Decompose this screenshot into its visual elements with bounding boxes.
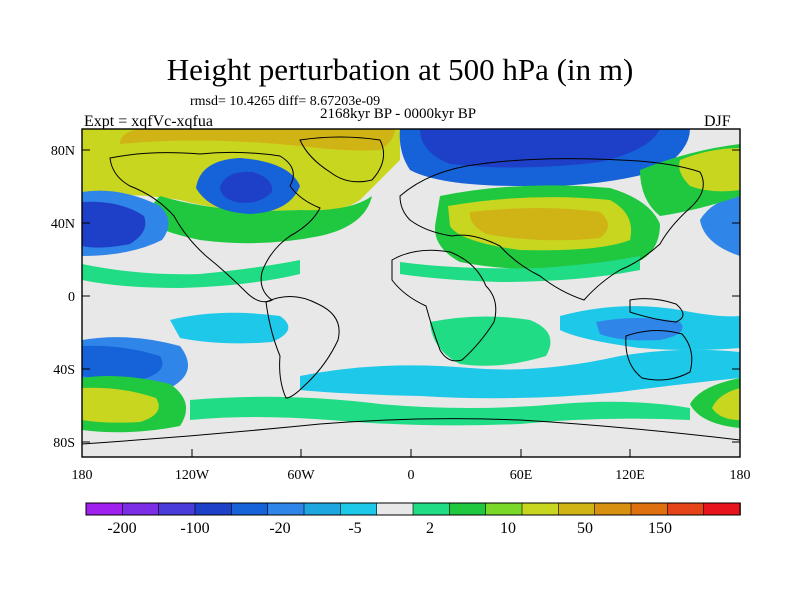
- south-america-coast: [265, 296, 340, 399]
- colorbar: [85, 502, 741, 516]
- colorbar-swatch-6: [303, 502, 342, 516]
- lon-label-60w: 60W: [287, 468, 315, 483]
- colorbar-swatch-17: [703, 502, 741, 516]
- colorbar-swatch-15: [630, 502, 669, 516]
- colorbar-swatch-2: [158, 502, 196, 516]
- contour-field: [82, 129, 740, 457]
- africa-coast: [391, 249, 497, 362]
- anomaly-south-pacific-cyan: [170, 312, 289, 344]
- colorbar-label-10: 10: [500, 520, 516, 537]
- colorbar-swatch-0: [85, 502, 124, 516]
- anomaly-south-atlantic-green: [430, 316, 551, 366]
- anomaly-south-edge-positive-east: [712, 388, 740, 420]
- colorbar-label-minus-200: -200: [107, 520, 136, 537]
- lat-label-80n: 80N: [51, 144, 75, 159]
- anomaly-indian-ocean-negative: [596, 318, 683, 341]
- anomaly-tropical-band-east: [400, 256, 640, 282]
- lon-label-120w: 120W: [175, 468, 210, 483]
- map-axes: 80N 40N 0 40S 80S 180 120W 60W 0 60E 120…: [51, 144, 751, 483]
- colorbar-swatch-16: [667, 502, 705, 516]
- anomaly-arctic-positive: [120, 129, 395, 151]
- colorbar-swatch-4: [231, 502, 269, 516]
- colorbar-label-2: 2: [426, 520, 434, 537]
- anomaly-south-edge-positive-west: [82, 387, 159, 423]
- australia-coast: [625, 330, 693, 381]
- colorbar-swatch-1: [122, 502, 160, 516]
- coastlines: [82, 136, 740, 445]
- colorbar-swatch-3: [194, 502, 233, 516]
- lon-label-120e: 120E: [615, 468, 645, 483]
- greenland-coast: [299, 136, 385, 183]
- lon-label-0: 0: [408, 468, 415, 483]
- anomaly-antarctic-band: [190, 396, 690, 426]
- maritime-continent-coast: [629, 298, 684, 323]
- colorbar-swatch-7: [340, 502, 378, 516]
- antarctica-coast: [82, 418, 740, 445]
- anomaly-pacific-core-west: [82, 201, 146, 248]
- colorbar-label-minus-5: -5: [348, 520, 361, 537]
- anomaly-eurasian-arctic-core: [420, 129, 660, 168]
- eurasia-coast: [399, 158, 704, 301]
- rmsd-diff-stats: rmsd= 10.4265 diff= 8.67203e-09: [190, 94, 381, 109]
- time-period-label: 2168kyr BP - 0000kyr BP: [320, 106, 477, 122]
- lon-label-60e: 60E: [510, 468, 533, 483]
- colorbar-swatch-14: [594, 502, 632, 516]
- anomaly-pacific-negative-east: [700, 196, 740, 256]
- colorbar-labels: -200 -100 -20 -5 2 10 50 150: [107, 520, 672, 537]
- season-label: DJF: [704, 113, 731, 130]
- colorbar-label-minus-100: -100: [180, 520, 209, 537]
- anomaly-south-pacific-core: [82, 345, 163, 381]
- colorbar-swatch-8: [376, 502, 414, 516]
- north-america-coast: [109, 151, 321, 303]
- lon-label-180e: 180: [730, 468, 751, 483]
- lat-label-40n: 40N: [51, 217, 75, 232]
- lat-label-0: 0: [68, 290, 75, 305]
- anomaly-eurasia-core: [469, 208, 608, 241]
- chart-title: Height perturbation at 500 hPa (in m): [166, 52, 634, 87]
- colorbar-swatch-13: [558, 502, 596, 516]
- anomaly-tropical-band-west: [82, 260, 300, 288]
- colorbar-label-150: 150: [648, 520, 672, 537]
- colorbar-swatch-10: [449, 502, 487, 516]
- experiment-label: Expt = xqfVc-xqfua: [84, 113, 213, 130]
- lat-label-40s: 40S: [53, 363, 75, 378]
- colorbar-swatch-5: [267, 502, 305, 516]
- anomaly-ne-asia-positive: [679, 148, 740, 192]
- colorbar-swatch-11: [485, 502, 523, 516]
- anomaly-atlantic-green: [140, 196, 372, 244]
- colorbar-label-50: 50: [577, 520, 593, 537]
- lat-label-80s: 80S: [53, 436, 75, 451]
- lat-tick-marks: [82, 149, 740, 443]
- lon-label-180w: 180: [72, 468, 93, 483]
- colorbar-swatch-12: [521, 502, 560, 516]
- colorbar-frame: [85, 502, 741, 516]
- anomaly-canada-core: [220, 171, 273, 203]
- colorbar-label-minus-20: -20: [269, 520, 290, 537]
- lon-tick-marks: [81, 449, 741, 457]
- colorbar-swatch-9: [412, 502, 451, 516]
